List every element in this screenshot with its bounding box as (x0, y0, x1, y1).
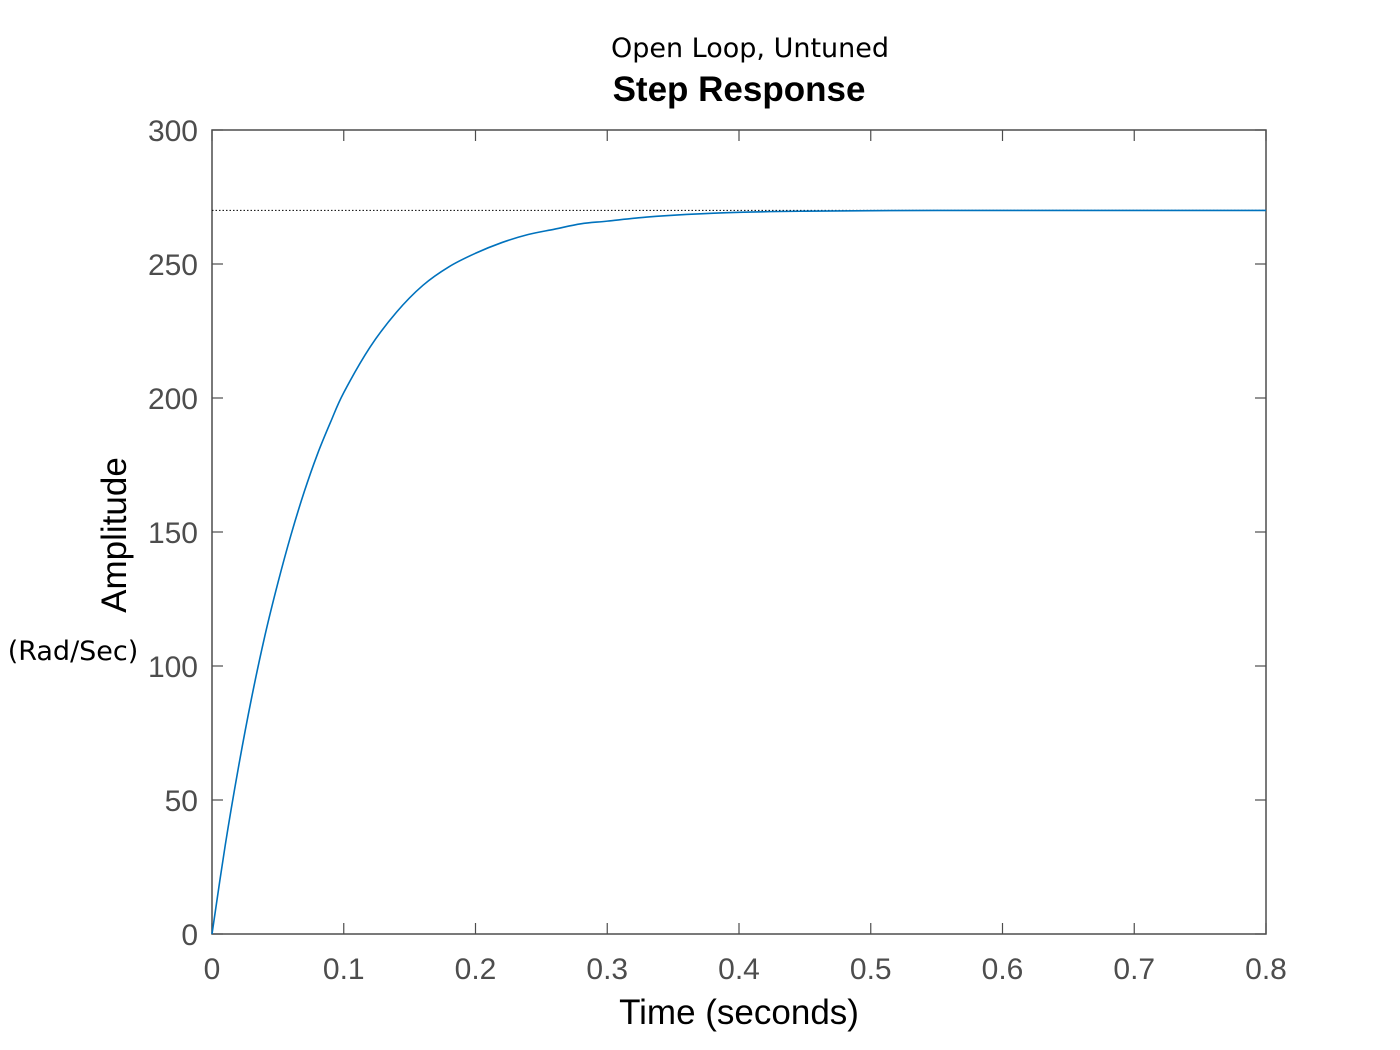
x-tick-label: 0.8 (1245, 953, 1287, 986)
y-tick-label: 250 (148, 249, 198, 282)
y-tick-label: 150 (148, 517, 198, 550)
y-axis-unit-annotation: (Rad/Sec) (8, 636, 139, 667)
y-tick-label: 300 (148, 115, 198, 148)
x-axis-label: Time (seconds) (619, 993, 859, 1032)
step-response-line (211, 209, 1266, 935)
x-tick-label: 0.6 (982, 953, 1024, 986)
y-tick-label: 100 (148, 651, 198, 684)
plot-area: 0 0.1 0.2 0.3 0.4 0.5 0.6 0.7 0.8 0 50 100 150 200 250… (148, 115, 1287, 986)
x-tick-label: 0.2 (455, 953, 497, 986)
chart-title: Step Response (613, 70, 866, 109)
axes-box (211, 129, 1267, 935)
y-tick-label: 50 (165, 785, 198, 818)
x-tick-label: 0.3 (586, 953, 628, 986)
x-tick-label: 0.5 (850, 953, 892, 986)
x-tick-label: 0 (204, 953, 221, 986)
x-tick-label: 0.7 (1113, 953, 1155, 986)
x-tick-label: 0.4 (718, 953, 760, 986)
chart-top-annotation: Open Loop, Untuned (611, 33, 889, 64)
y-tick-label: 200 (148, 383, 198, 416)
y-axis-label: Amplitude (95, 457, 134, 613)
y-tick-label: 0 (181, 919, 198, 952)
x-tick-label: 0.1 (323, 953, 365, 986)
